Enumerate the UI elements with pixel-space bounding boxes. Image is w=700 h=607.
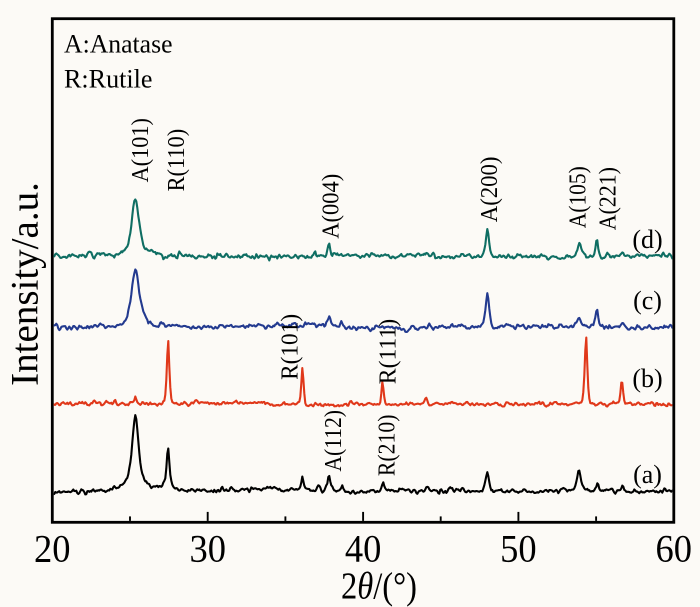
svg-text:(b): (b)	[632, 364, 662, 393]
svg-text:20: 20	[34, 526, 71, 570]
svg-text:(d): (d)	[632, 225, 662, 254]
svg-text:R:Rutile: R:Rutile	[64, 63, 153, 93]
svg-text:A(105): A(105)	[565, 166, 591, 228]
svg-text:A(221): A(221)	[595, 167, 621, 230]
svg-text:50: 50	[500, 526, 537, 570]
svg-text:R(111): R(111)	[375, 319, 401, 384]
svg-text:A(004): A(004)	[318, 174, 344, 239]
svg-text:R(110): R(110)	[164, 129, 190, 192]
svg-text:2θ/(°): 2θ/(°)	[341, 566, 417, 607]
svg-text:(c): (c)	[633, 286, 662, 315]
svg-text:A(101): A(101)	[128, 118, 154, 182]
svg-text:A(112): A(112)	[321, 410, 347, 472]
svg-text:R(101): R(101)	[277, 314, 303, 380]
svg-text:R(210): R(210)	[374, 415, 400, 477]
svg-text:A(200): A(200)	[477, 157, 503, 223]
svg-text:40: 40	[345, 526, 382, 570]
svg-text:A:Anatase: A:Anatase	[64, 28, 173, 58]
svg-text:(a): (a)	[633, 460, 662, 489]
svg-text:30: 30	[189, 526, 226, 570]
svg-text:Intensity/a.u.: Intensity/a.u.	[3, 182, 46, 386]
svg-text:60: 60	[656, 526, 693, 570]
